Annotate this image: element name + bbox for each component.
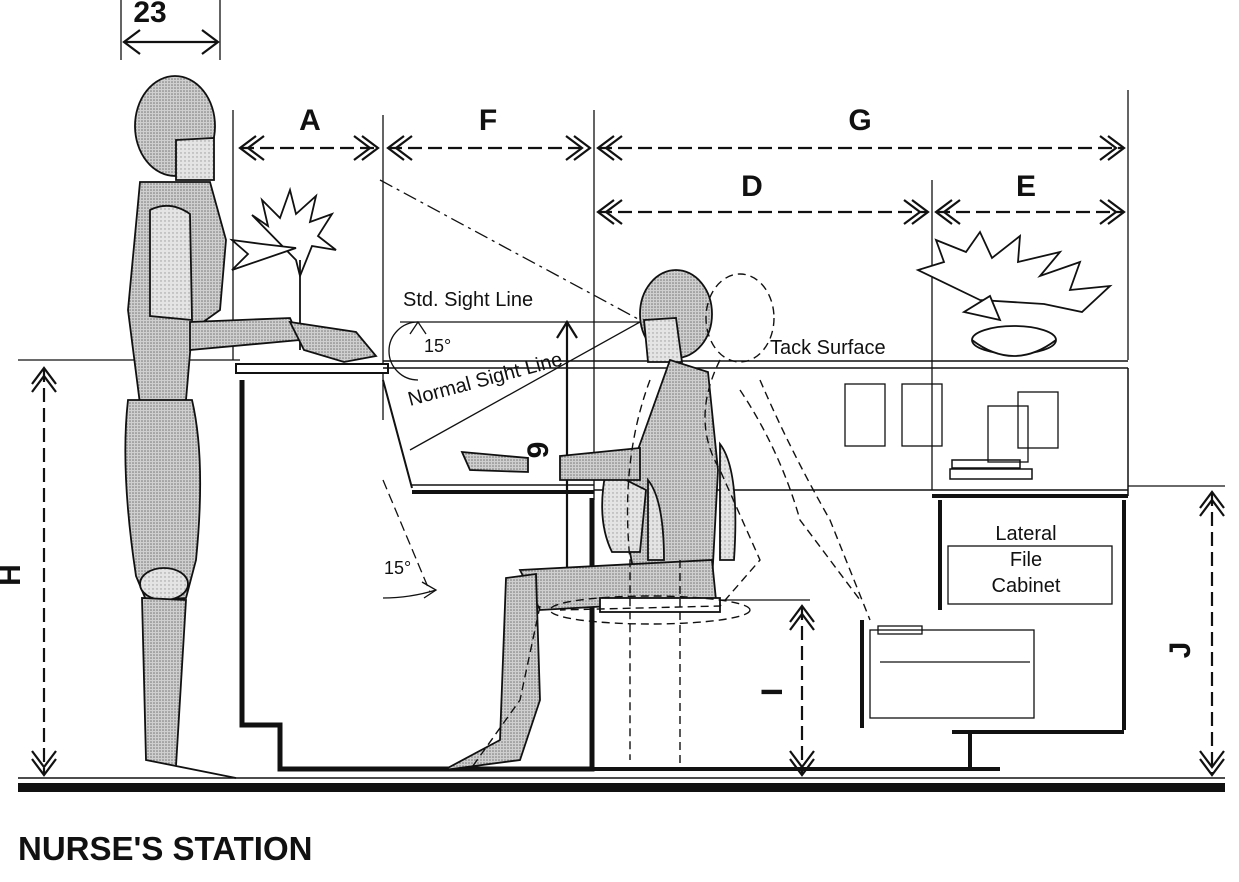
dimension-f-label: F bbox=[479, 104, 497, 137]
dimension-i-label: I bbox=[756, 688, 789, 696]
dimension-d-label: D bbox=[741, 170, 763, 203]
cabinet-label: Cabinet bbox=[992, 575, 1061, 597]
seated-person bbox=[443, 269, 737, 771]
page-title: NURSE'S STATION bbox=[18, 830, 312, 867]
dimension-lines bbox=[122, 29, 1126, 225]
nurse-counter bbox=[235, 360, 1128, 772]
dimension-9-label: 9 bbox=[522, 442, 555, 459]
dimension-j-label: J bbox=[1164, 642, 1197, 659]
reclining-person-outline bbox=[469, 273, 871, 771]
angle-top-label: 15° bbox=[424, 336, 451, 356]
rear-workstation bbox=[592, 368, 1129, 771]
dimension-23-label: 23 bbox=[133, 0, 166, 29]
tack-surface-label: Tack Surface bbox=[770, 337, 886, 359]
dimension-g-label: G bbox=[848, 104, 871, 137]
floor bbox=[18, 777, 1225, 792]
standing-person bbox=[124, 75, 378, 779]
dimension-h-label: H bbox=[0, 564, 27, 586]
file-label: File bbox=[1010, 549, 1042, 571]
sight-lines bbox=[379, 179, 641, 599]
plant-left bbox=[229, 186, 337, 350]
dimension-a-label: A bbox=[299, 104, 321, 137]
normal-sight-line-label: Normal Sight Line bbox=[406, 348, 565, 410]
angle-bottom-label: 15° bbox=[384, 558, 411, 578]
std-sight-line-label: Std. Sight Line bbox=[403, 289, 533, 311]
lateral-label: Lateral bbox=[995, 523, 1056, 545]
dimension-e-label: E bbox=[1016, 170, 1036, 203]
plant-right bbox=[915, 230, 1113, 357]
